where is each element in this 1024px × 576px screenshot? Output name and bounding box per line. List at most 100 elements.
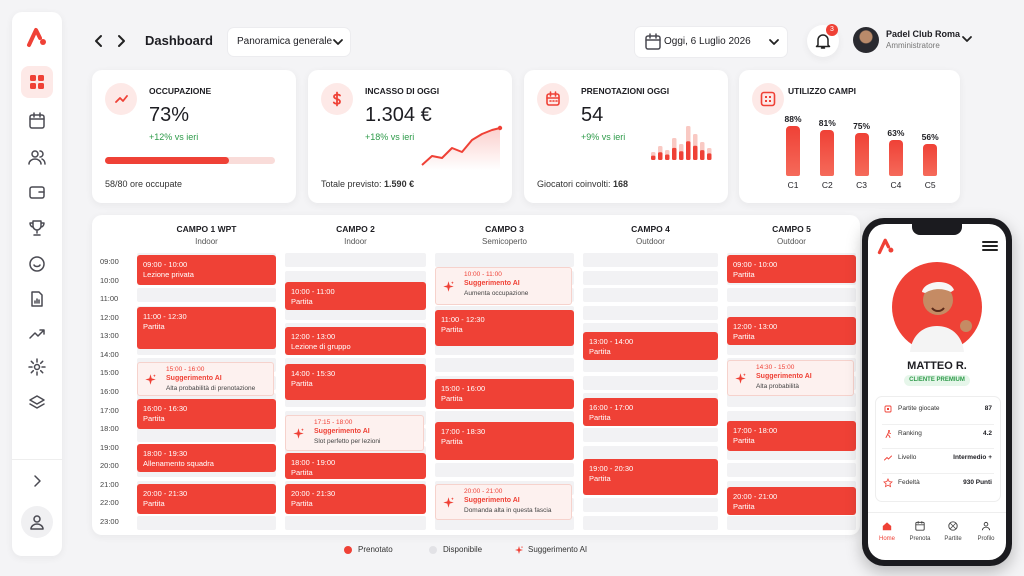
free-slot: [583, 445, 718, 460]
legend-swatch: [515, 546, 524, 554]
usage-title: UTILIZZO CAMPI: [788, 86, 856, 96]
nav-item[interactable]: Partite: [937, 516, 969, 556]
booking[interactable]: 15:00 - 16:00 Partita: [435, 379, 574, 409]
booking[interactable]: 19:00 - 20:30 Partita: [583, 459, 718, 495]
ai-title: Suggerimento AI: [464, 497, 520, 504]
nav-smile[interactable]: [27, 254, 47, 274]
nav-doc[interactable]: [27, 289, 47, 309]
booking[interactable]: 14:00 - 15:30 Partita: [285, 364, 426, 400]
booking[interactable]: 10:00 - 11:00 Partita: [285, 282, 426, 310]
nav-wallet[interactable]: [27, 182, 47, 202]
nav-item[interactable]: Profilo: [970, 516, 1002, 556]
booking[interactable]: 16:00 - 16:30 Partita: [137, 399, 276, 429]
free-slot: [583, 270, 718, 285]
nav-layers[interactable]: [27, 393, 47, 413]
booking-time: 15:00 - 16:00: [441, 384, 486, 393]
kpi-footer-label: 58/80 ore occupate: [105, 179, 183, 189]
ai-icon: [735, 373, 746, 384]
booking-time: 18:00 - 19:00: [291, 458, 336, 467]
kpi-value: 73%: [149, 104, 190, 126]
booking[interactable]: 12:00 - 13:00 Lezione di gruppo: [285, 327, 426, 355]
court-type: Outdoor: [777, 237, 806, 246]
booking-time: 16:00 - 17:00: [589, 403, 634, 412]
nav-calendar[interactable]: [27, 111, 47, 131]
booking[interactable]: 20:00 - 21:30 Partita: [285, 484, 426, 514]
menu-button[interactable]: [980, 236, 1000, 256]
ai-time: 20:00 - 21:00: [464, 488, 503, 495]
kpi-delta: +9% vs ieri: [581, 132, 626, 142]
date-picker[interactable]: Oggi, 6 Luglio 2026: [634, 26, 788, 58]
time-label: 11:00: [100, 294, 119, 304]
booking-time: 20:00 - 21:00: [733, 492, 778, 501]
nav-item[interactable]: Prenota: [904, 516, 936, 556]
nav-trend[interactable]: [27, 324, 47, 344]
notifications-button[interactable]: 3: [807, 24, 839, 57]
booking[interactable]: 12:00 - 13:00 Partita: [727, 317, 856, 345]
progress-track: [105, 157, 275, 164]
nav-settings[interactable]: [27, 357, 47, 377]
booking-time: 17:00 - 18:30: [441, 427, 486, 436]
booking-time: 09:00 - 10:00: [143, 260, 188, 269]
booking-label: Lezione privata: [143, 270, 194, 279]
back-button[interactable]: [89, 31, 109, 51]
ai-suggestion[interactable]: 10:00 - 11:00 Suggerimento AI Aumenta occu…: [435, 267, 572, 305]
kpi-icon: [332, 91, 341, 107]
nav-active[interactable]: [21, 66, 53, 98]
booking[interactable]: 11:00 - 12:30 Partita: [435, 310, 574, 346]
user-menu[interactable]: [957, 29, 977, 49]
court-name: CAMPO 3: [485, 224, 524, 234]
booking-time: 14:00 - 15:30: [291, 369, 336, 378]
booking[interactable]: 09:00 - 10:00 Partita: [727, 255, 856, 283]
nav-icon: [882, 522, 892, 531]
booking[interactable]: 18:00 - 19:00 Partita: [285, 453, 426, 479]
booking-label: Partita: [733, 332, 755, 341]
ai-suggestion[interactable]: 17:15 - 18:00 Suggerimento AI Slot perfett…: [285, 415, 424, 451]
free-slot: [727, 515, 856, 530]
booking[interactable]: 20:00 - 21:30 Partita: [137, 484, 276, 514]
view-select[interactable]: Panoramica generale: [227, 27, 351, 57]
kpi-footer-label: Giocatori coinvolti:: [537, 179, 611, 189]
booking[interactable]: 20:00 - 21:00 Partita: [727, 487, 856, 515]
free-slot: [583, 515, 718, 530]
usage-icon-bg: [752, 83, 784, 115]
ai-icon: [145, 374, 156, 385]
stat-label: Livello: [898, 454, 917, 461]
booking-time: 20:00 - 21:30: [291, 489, 336, 498]
booking[interactable]: 16:00 - 17:00 Partita: [583, 398, 718, 426]
nav-item[interactable]: Home: [871, 516, 903, 556]
time-label: 22:00: [100, 498, 119, 508]
booking[interactable]: 18:00 - 19:30 Allenamento squadra: [137, 444, 276, 472]
kpi-footer: Giocatori coinvolti: 168: [537, 179, 628, 189]
usage-value-label: 88%: [784, 113, 802, 124]
booking[interactable]: 11:00 - 12:30 Partita: [137, 307, 276, 349]
ai-icon: [443, 281, 454, 292]
time-label: 14:00: [100, 349, 119, 359]
booking[interactable]: 09:00 - 10:00 Lezione privata: [137, 255, 276, 285]
kpi-footer-value: 168: [613, 179, 629, 189]
usage-card: UTILIZZO CAMPI 88% C1 81% C2 75% C3 63% C4 56% C5: [739, 70, 960, 203]
nav-trophy[interactable]: [27, 218, 47, 238]
stat-value: 930 Punti: [963, 478, 992, 486]
forward-button[interactable]: [111, 31, 131, 51]
kpi-icon-bg: [537, 83, 569, 115]
booking-label: Partita: [441, 325, 463, 334]
player-stats: Partite giocate 87 Ranking 4.2 Livello Interm…: [875, 396, 1001, 502]
stat-value: 87: [984, 405, 992, 412]
booking-label: Allenamento squadra: [143, 459, 214, 468]
page-title: Dashboard: [145, 33, 213, 48]
kpi-minibars: [651, 126, 712, 160]
ai-suggestion[interactable]: 14:30 - 15:00 Suggerimento AI Alta probabi…: [727, 360, 854, 396]
nav-expand[interactable]: [27, 471, 47, 491]
ai-note: Alta probabilità di prenotazione: [166, 385, 256, 392]
booking[interactable]: 13:00 - 14:00 Partita: [583, 332, 718, 360]
nav-dashboard[interactable]: [27, 72, 47, 92]
booking[interactable]: 17:00 - 18:30 Partita: [435, 422, 574, 460]
nav-users[interactable]: [27, 147, 47, 167]
booking[interactable]: 17:00 - 18:00 Partita: [727, 421, 856, 451]
stat-icon: [885, 429, 891, 438]
time-label: 17:00: [100, 405, 119, 415]
free-slot: [583, 375, 718, 390]
ai-suggestion[interactable]: 15:00 - 16:00 Suggerimento AI Alta probabi…: [137, 362, 274, 396]
ai-suggestion[interactable]: 20:00 - 21:00 Suggerimento AI Domanda alta…: [435, 484, 572, 520]
booking-label: Partita: [441, 394, 463, 403]
